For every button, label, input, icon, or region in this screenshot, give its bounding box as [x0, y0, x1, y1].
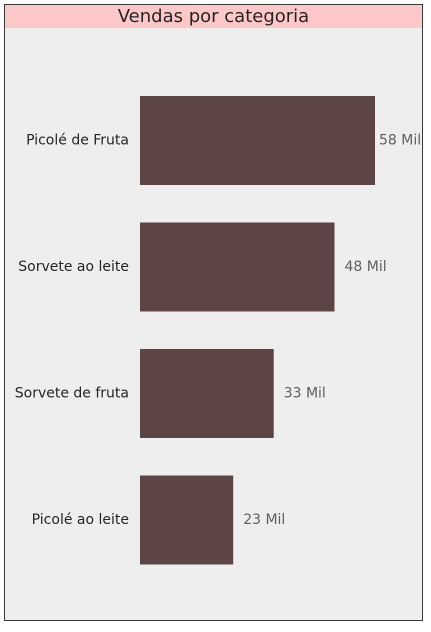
bar-chart: Picolé de Fruta 58 Mil Sorvete ao leite 48 …	[15, 96, 421, 565]
data-label-2: 33 Mil	[284, 386, 326, 402]
category-label-0: Picolé de Fruta	[26, 133, 129, 149]
bar-1[interactable]	[140, 222, 335, 312]
chart-visual: Vendas por categoria Picolé de Fruta 58 M…	[4, 4, 423, 621]
category-label-2: Sorvete de fruta	[15, 386, 129, 402]
bar-0[interactable]	[140, 96, 375, 185]
data-label-0: 58 Mil	[379, 133, 421, 149]
bar-2[interactable]	[140, 349, 274, 438]
chart-title: Vendas por categoria	[5, 5, 422, 28]
category-label-1: Sorvete ao leite	[18, 259, 129, 275]
data-label-3: 23 Mil	[243, 512, 285, 528]
data-label-1: 48 Mil	[344, 259, 386, 275]
bar-3[interactable]	[140, 475, 234, 565]
category-label-3: Picolé ao leite	[32, 512, 129, 528]
